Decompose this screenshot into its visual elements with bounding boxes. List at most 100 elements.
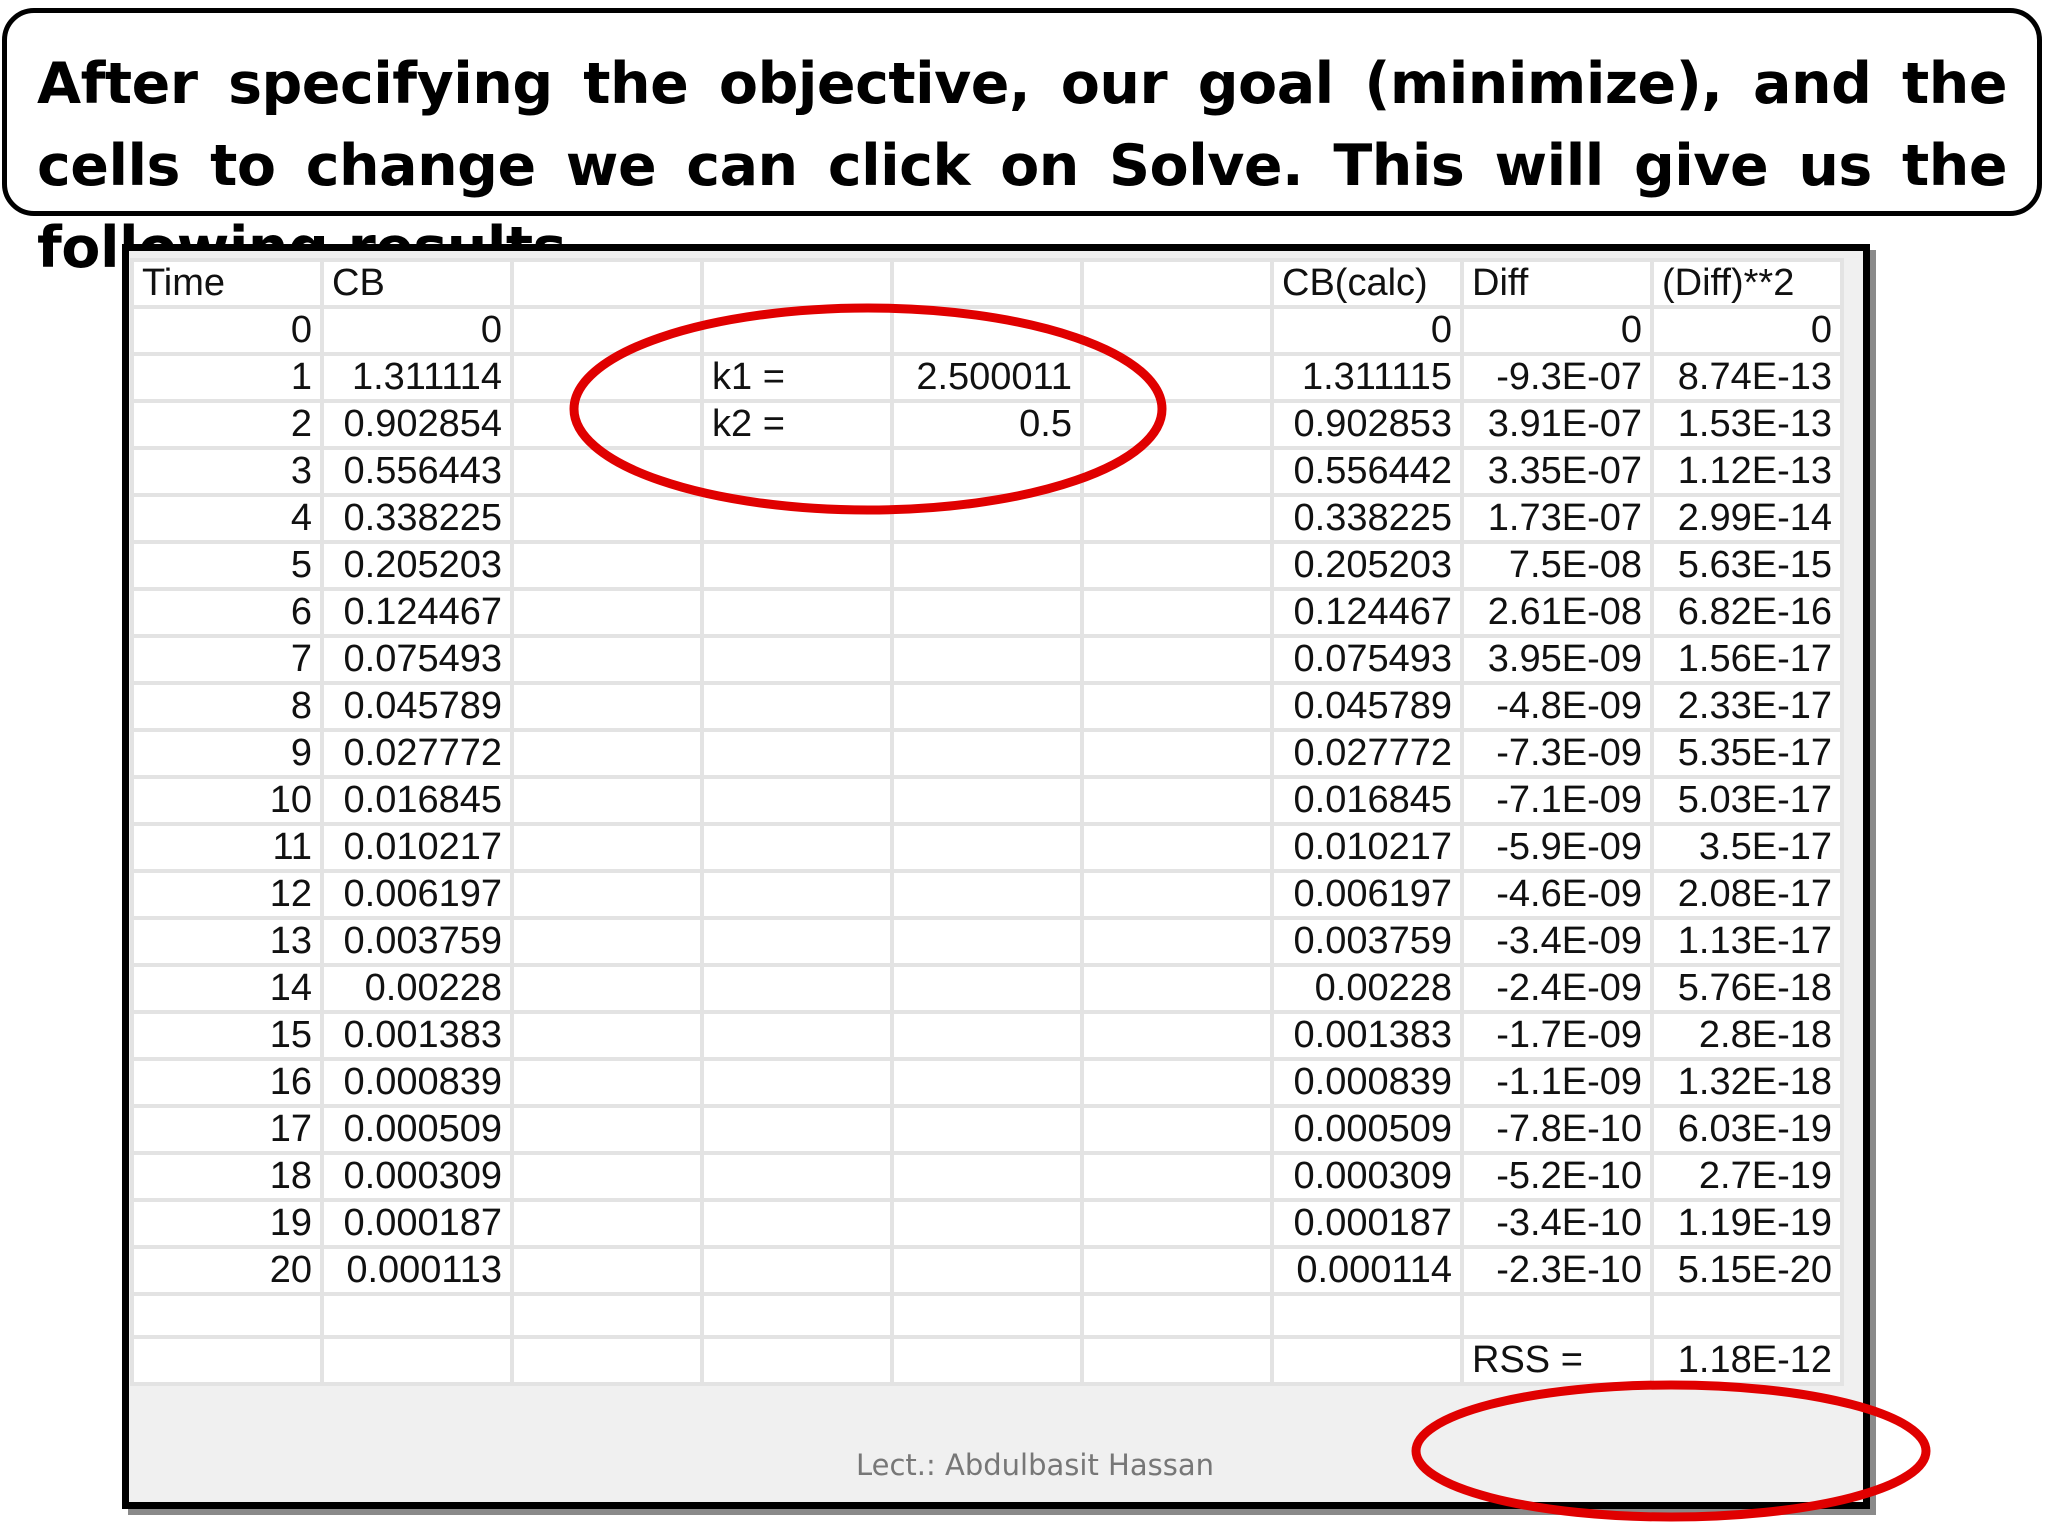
diff-squared-cell[interactable]: 0: [1650, 305, 1844, 356]
cb-cell[interactable]: 0.016845: [320, 775, 514, 826]
empty-cell[interactable]: [1080, 822, 1274, 873]
empty-cell[interactable]: [130, 1334, 324, 1386]
empty-cell[interactable]: [1080, 1010, 1274, 1061]
diff-squared-cell[interactable]: 1.32E-18: [1650, 1057, 1844, 1108]
diff-squared-cell[interactable]: 1.53E-13: [1650, 399, 1844, 450]
empty-cell[interactable]: [510, 728, 704, 779]
empty-cell[interactable]: [510, 352, 704, 403]
cbcalc-cell[interactable]: 0.027772: [1270, 728, 1464, 779]
time-cell[interactable]: 2: [130, 399, 324, 450]
empty-cell[interactable]: [700, 305, 894, 356]
cbcalc-cell[interactable]: 0.003759: [1270, 916, 1464, 967]
diff-squared-cell[interactable]: 2.7E-19: [1650, 1151, 1844, 1202]
empty-cell[interactable]: [510, 399, 704, 450]
time-cell[interactable]: 19: [130, 1198, 324, 1249]
cb-cell[interactable]: 0.001383: [320, 1010, 514, 1061]
empty-cell[interactable]: [890, 728, 1084, 779]
time-cell[interactable]: 13: [130, 916, 324, 967]
cb-cell[interactable]: 0.902854: [320, 399, 514, 450]
empty-cell[interactable]: [510, 681, 704, 732]
time-cell[interactable]: 10: [130, 775, 324, 826]
empty-cell[interactable]: [700, 728, 894, 779]
diff-squared-cell[interactable]: 1.19E-19: [1650, 1198, 1844, 1249]
diff-cell[interactable]: 1.73E-07: [1460, 493, 1654, 544]
empty-cell[interactable]: [700, 681, 894, 732]
cb-cell[interactable]: 0.003759: [320, 916, 514, 967]
cbcalc-cell[interactable]: 0.205203: [1270, 540, 1464, 591]
diff-cell[interactable]: 3.91E-07: [1460, 399, 1654, 450]
empty-cell[interactable]: [1270, 1292, 1464, 1339]
empty-cell[interactable]: [890, 681, 1084, 732]
param-value-cell[interactable]: 2.500011: [890, 352, 1084, 403]
param-label-cell[interactable]: k2 =: [700, 399, 894, 450]
empty-cell[interactable]: [1460, 1292, 1654, 1339]
diff-cell[interactable]: -4.8E-09: [1460, 681, 1654, 732]
diff-cell[interactable]: -2.3E-10: [1460, 1245, 1654, 1296]
empty-cell[interactable]: [1080, 916, 1274, 967]
diff-cell[interactable]: -3.4E-10: [1460, 1198, 1654, 1249]
empty-cell[interactable]: [1080, 1104, 1274, 1155]
header-cell[interactable]: CB: [320, 258, 514, 309]
diff-cell[interactable]: 2.61E-08: [1460, 587, 1654, 638]
diff-squared-cell[interactable]: 5.03E-17: [1650, 775, 1844, 826]
cb-cell[interactable]: 1.311114: [320, 352, 514, 403]
time-cell[interactable]: 1: [130, 352, 324, 403]
header-cell[interactable]: Diff: [1460, 258, 1654, 309]
cb-cell[interactable]: 0.556443: [320, 446, 514, 497]
cb-cell[interactable]: 0.338225: [320, 493, 514, 544]
cbcalc-cell[interactable]: 0.075493: [1270, 634, 1464, 685]
empty-cell[interactable]: [1650, 1292, 1844, 1339]
diff-cell[interactable]: -7.3E-09: [1460, 728, 1654, 779]
empty-cell[interactable]: [700, 634, 894, 685]
time-cell[interactable]: 7: [130, 634, 324, 685]
empty-cell[interactable]: [700, 540, 894, 591]
empty-cell[interactable]: [700, 1151, 894, 1202]
diff-squared-cell[interactable]: 5.76E-18: [1650, 963, 1844, 1014]
diff-cell[interactable]: -5.2E-10: [1460, 1151, 1654, 1202]
diff-cell[interactable]: -1.7E-09: [1460, 1010, 1654, 1061]
time-cell[interactable]: 4: [130, 493, 324, 544]
empty-cell[interactable]: [890, 775, 1084, 826]
diff-squared-cell[interactable]: 6.03E-19: [1650, 1104, 1844, 1155]
time-cell[interactable]: 5: [130, 540, 324, 591]
diff-squared-cell[interactable]: 5.63E-15: [1650, 540, 1844, 591]
time-cell[interactable]: 12: [130, 869, 324, 920]
diff-cell[interactable]: -9.3E-07: [1460, 352, 1654, 403]
time-cell[interactable]: 9: [130, 728, 324, 779]
cbcalc-cell[interactable]: 0.000509: [1270, 1104, 1464, 1155]
empty-cell[interactable]: [1080, 1151, 1274, 1202]
cb-cell[interactable]: 0.124467: [320, 587, 514, 638]
cbcalc-cell[interactable]: 0.556442: [1270, 446, 1464, 497]
empty-cell[interactable]: [510, 1151, 704, 1202]
time-cell[interactable]: 0: [130, 305, 324, 356]
empty-cell[interactable]: [510, 775, 704, 826]
empty-cell[interactable]: [510, 1245, 704, 1296]
empty-cell[interactable]: [1080, 1198, 1274, 1249]
cbcalc-cell[interactable]: 0.000114: [1270, 1245, 1464, 1296]
empty-cell[interactable]: [1080, 1334, 1274, 1386]
empty-cell[interactable]: [890, 446, 1084, 497]
cbcalc-cell[interactable]: 0.00228: [1270, 963, 1464, 1014]
cb-cell[interactable]: 0.000309: [320, 1151, 514, 1202]
empty-cell[interactable]: [700, 869, 894, 920]
empty-cell[interactable]: [890, 869, 1084, 920]
time-cell[interactable]: 11: [130, 822, 324, 873]
empty-cell[interactable]: [700, 963, 894, 1014]
diff-squared-cell[interactable]: 3.5E-17: [1650, 822, 1844, 873]
diff-squared-cell[interactable]: 2.33E-17: [1650, 681, 1844, 732]
time-cell[interactable]: 20: [130, 1245, 324, 1296]
empty-cell[interactable]: [890, 1334, 1084, 1386]
empty-cell[interactable]: [510, 1198, 704, 1249]
time-cell[interactable]: 18: [130, 1151, 324, 1202]
empty-cell[interactable]: [890, 916, 1084, 967]
param-label-cell[interactable]: k1 =: [700, 352, 894, 403]
empty-cell[interactable]: [890, 493, 1084, 544]
diff-cell[interactable]: 3.35E-07: [1460, 446, 1654, 497]
empty-cell[interactable]: [700, 916, 894, 967]
cbcalc-cell[interactable]: 0.006197: [1270, 869, 1464, 920]
diff-cell[interactable]: -7.8E-10: [1460, 1104, 1654, 1155]
time-cell[interactable]: 15: [130, 1010, 324, 1061]
empty-cell[interactable]: [1080, 869, 1274, 920]
empty-cell[interactable]: [510, 1010, 704, 1061]
time-cell[interactable]: 6: [130, 587, 324, 638]
